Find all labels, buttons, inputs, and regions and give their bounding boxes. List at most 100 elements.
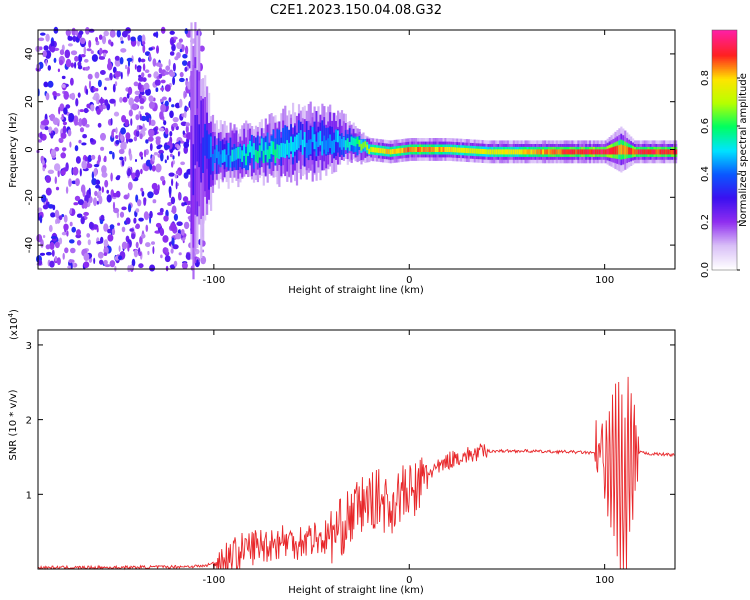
spectrogram-cell [61, 147, 67, 152]
snr-y-multiplier: (x104) [7, 309, 20, 340]
spectrogram-cell [37, 139, 43, 143]
spectrogram-cell [175, 181, 178, 190]
colorbar-swatch [712, 204, 737, 207]
spectrogram-cell [147, 73, 152, 78]
spectrogram-cell [47, 204, 54, 209]
spectrogram-band [557, 149, 560, 155]
colorbar-swatch [712, 214, 737, 217]
spectrogram-cell [121, 115, 127, 123]
spectrogram-band [401, 147, 404, 153]
spectrogram-cell [139, 133, 143, 140]
spectrogram-cell [135, 194, 139, 203]
spectrogram-band [311, 130, 314, 161]
spectrogram-cell [52, 204, 56, 211]
colorbar-swatch [712, 152, 737, 155]
spectrogram-cell [108, 39, 112, 45]
spectrogram-cell [145, 112, 149, 116]
colorbar-swatch [712, 232, 737, 235]
x-tick-label: -100 [203, 575, 226, 586]
spectrogram-cell [109, 150, 113, 155]
spectrogram-band [372, 147, 375, 153]
spectrogram-cell [79, 127, 85, 133]
spectrogram-cell [120, 40, 124, 44]
spectrogram-band [301, 139, 304, 155]
colorbar-swatch [712, 86, 737, 89]
spectrogram-cell [81, 142, 87, 146]
colorbar-swatch [712, 138, 737, 141]
colorbar-swatch [712, 62, 737, 65]
spectrogram-cell [133, 217, 137, 224]
spectrogram-band [594, 149, 598, 155]
spectrogram-cell [42, 204, 49, 210]
spectrogram-cell [80, 54, 86, 58]
spectrogram-band [276, 129, 279, 157]
spectrogram-cell [64, 216, 67, 223]
spectrogram-band [622, 145, 625, 155]
colorbar-swatch [712, 108, 737, 111]
spectrogram-cell [100, 70, 106, 75]
spectrogram-cell [122, 96, 128, 103]
spectrogram-band [284, 125, 287, 154]
spectrogram-band [634, 149, 637, 155]
spectrogram-cell [142, 63, 146, 71]
spectrogram-band [467, 148, 471, 154]
spectrogram-cell [63, 91, 69, 100]
spectrogram-cell [185, 47, 189, 55]
spectrogram-band [628, 147, 631, 155]
spectrogram-cell [169, 110, 174, 119]
spectrogram-cell [170, 222, 177, 232]
colorbar-swatch [712, 226, 737, 229]
spectrogram-band [577, 149, 580, 155]
spectrogram-band [278, 145, 281, 159]
spectrogram-cell [116, 175, 121, 179]
spectrogram-cell [69, 208, 72, 215]
spectrogram-cell [125, 132, 131, 140]
spectrogram-band [626, 146, 629, 155]
spectrogram-cell [141, 72, 145, 78]
spectrogram-band [378, 147, 381, 153]
spectrogram-cell [70, 50, 78, 56]
spectrogram-cell [50, 235, 58, 240]
spectrogram-band [233, 149, 236, 161]
spectrogram-cell [56, 257, 61, 266]
spectrogram-band [327, 138, 330, 152]
spectrogram-cell [172, 244, 179, 250]
colorbar-swatch [712, 136, 737, 139]
spectrogram-band [667, 149, 670, 155]
spectrogram-band [389, 149, 392, 155]
spectrogram-cell [180, 229, 185, 236]
colorbar-swatch [712, 106, 737, 109]
spectrogram-cell [202, 249, 205, 253]
spectrogram-cell [101, 186, 105, 193]
spectrogram-cell [88, 28, 95, 33]
spectrogram-cell [159, 207, 164, 214]
colorbar-swatch [712, 88, 737, 91]
spectrogram-cell [107, 62, 113, 71]
spectrogram-cell [120, 48, 127, 53]
spectrogram-cell [163, 215, 169, 222]
spectrogram-band [370, 147, 373, 152]
spectrogram-band [549, 149, 553, 155]
spectrogram-band [450, 147, 453, 153]
spectrogram-cell [59, 49, 65, 56]
spectrogram-cell [165, 65, 171, 71]
spectrogram-cell [119, 57, 124, 65]
spectrogram-cell [115, 127, 118, 134]
spectrogram-cell [184, 105, 188, 113]
colorbar-swatch [712, 44, 737, 47]
spectrogram-cell [128, 97, 134, 106]
spectrogram-band [587, 149, 590, 155]
spectrogram-band [508, 149, 512, 155]
colorbar-swatch [712, 198, 737, 201]
colorbar-swatch [712, 246, 737, 249]
spectrogram-cell [164, 255, 171, 263]
spectrogram-cell [155, 87, 159, 92]
spectrogram-cell [83, 107, 89, 114]
spectrogram-cell [78, 139, 82, 144]
spectrogram-cell [65, 104, 71, 109]
x-tick-label: -100 [203, 275, 226, 286]
colorbar-swatch [712, 66, 737, 69]
spectrogram-band [245, 153, 248, 166]
spectrogram-band [604, 149, 607, 155]
spectrogram-cell [129, 153, 133, 161]
